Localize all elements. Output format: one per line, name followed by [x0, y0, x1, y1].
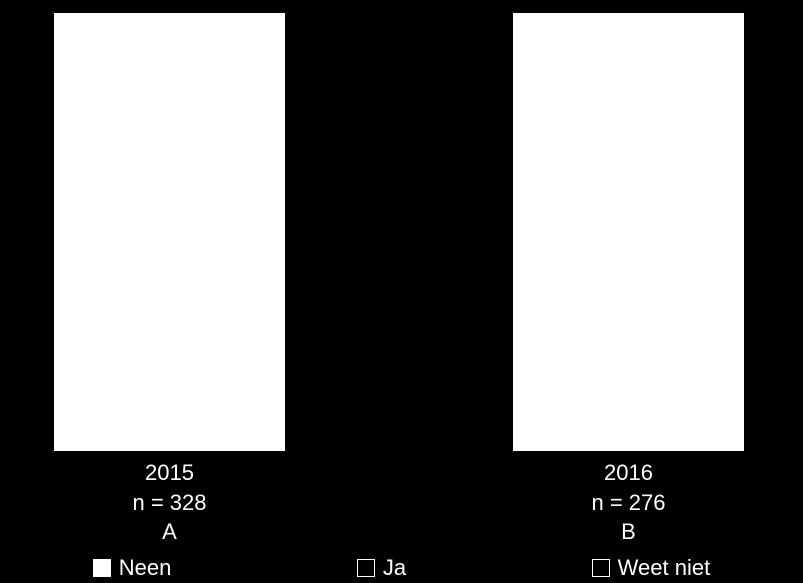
legend-item: Ja [357, 555, 406, 581]
legend-label: Neen [119, 555, 172, 581]
legend-swatch [357, 559, 375, 577]
legend-item: Neen [93, 555, 172, 581]
bar-segment [53, 12, 286, 452]
legend-item: Weet niet [592, 555, 711, 581]
bar-label-group: 2015n = 328A [53, 458, 286, 547]
bar-n-label: n = 276 [512, 488, 745, 518]
bar-year-label: 2015 [53, 458, 286, 488]
bar-group-label: A [53, 517, 286, 547]
legend-label: Weet niet [618, 555, 711, 581]
legend-label: Ja [383, 555, 406, 581]
bar-segment [512, 12, 745, 452]
bar-label-group: 2016n = 276B [512, 458, 745, 547]
legend-swatch [93, 559, 111, 577]
legend-swatch [592, 559, 610, 577]
bar-group-label: B [512, 517, 745, 547]
legend: Neen Ja Weet niet [0, 555, 803, 581]
chart-plot-area [0, 12, 803, 452]
bar-year-label: 2016 [512, 458, 745, 488]
bar-n-label: n = 328 [53, 488, 286, 518]
